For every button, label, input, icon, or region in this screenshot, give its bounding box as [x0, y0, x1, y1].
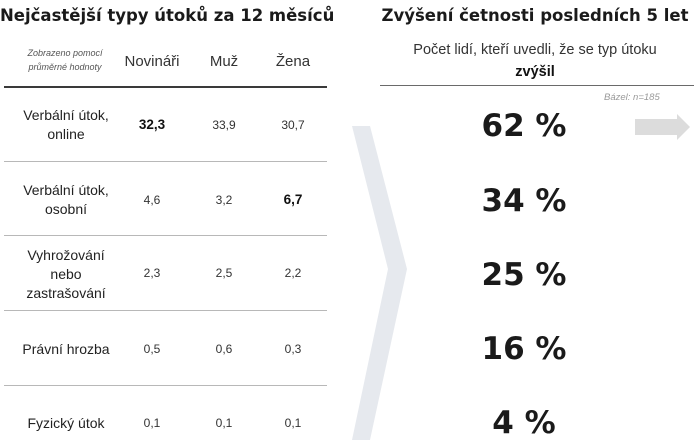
percentage-threats: 25 % [481, 257, 567, 293]
row-label-legal: Právní hrozba [22, 341, 110, 357]
subtitle-line2: zvýšil [515, 64, 555, 80]
table-cell: 0,5 [143, 342, 161, 356]
table-cell: 30,7 [281, 118, 305, 132]
row-divider [4, 161, 327, 162]
table-note: Zobrazeno pomocí průměrné hodnoty [27, 48, 103, 72]
percentage-legal: 16 % [481, 331, 567, 367]
base-note: Bázel: n=185 [604, 92, 660, 103]
table-cell: 2,5 [215, 266, 233, 280]
percentage-verbal-online: 62 % [481, 108, 567, 144]
percentage-physical: 4 % [492, 405, 556, 441]
table-cell: 3,2 [215, 193, 233, 207]
row-divider [4, 235, 327, 236]
column-header-zena: Žena [275, 53, 311, 70]
table-cell: 33,9 [212, 118, 236, 132]
table-cell: 0,1 [143, 416, 161, 430]
table-cell: 0,6 [215, 342, 233, 356]
table-cell: 4,6 [143, 193, 161, 207]
table-cell: 6,7 [283, 192, 303, 207]
header-rule [4, 86, 327, 88]
row-label-physical: Fyzický útok [27, 415, 105, 431]
row-label-verbal-online: Verbální útok, online [23, 107, 109, 142]
table-cell: 0,1 [215, 416, 233, 430]
row-divider [4, 310, 327, 311]
arrow-right-icon [635, 114, 690, 140]
table-cell: 0,3 [284, 342, 302, 356]
percentage-verbal-personal: 34 % [481, 183, 567, 219]
row-divider [4, 385, 327, 386]
right-title: Zvýšení četnosti posledních 5 let [381, 6, 689, 25]
subtitle-line1: Počet lidí, kteří uvedli, že se typ útok… [413, 42, 657, 58]
chevron-separator-icon [352, 126, 407, 440]
row-label-verbal-personal: Verbální útok, osobní [23, 182, 109, 217]
table-cell: 0,1 [284, 416, 302, 430]
column-header-muz: Muž [209, 53, 239, 70]
right-header-rule [380, 85, 694, 86]
left-title: Nejčastější typy útoků za 12 měsíců [0, 6, 335, 25]
row-label-threats: Vyhrožování nebo zastrašování [26, 247, 106, 301]
table-cell: 2,2 [284, 266, 302, 280]
table-cell: 2,3 [143, 266, 161, 280]
table-cell: 32,3 [138, 117, 166, 132]
column-header-novinari: Novináři [124, 53, 180, 70]
